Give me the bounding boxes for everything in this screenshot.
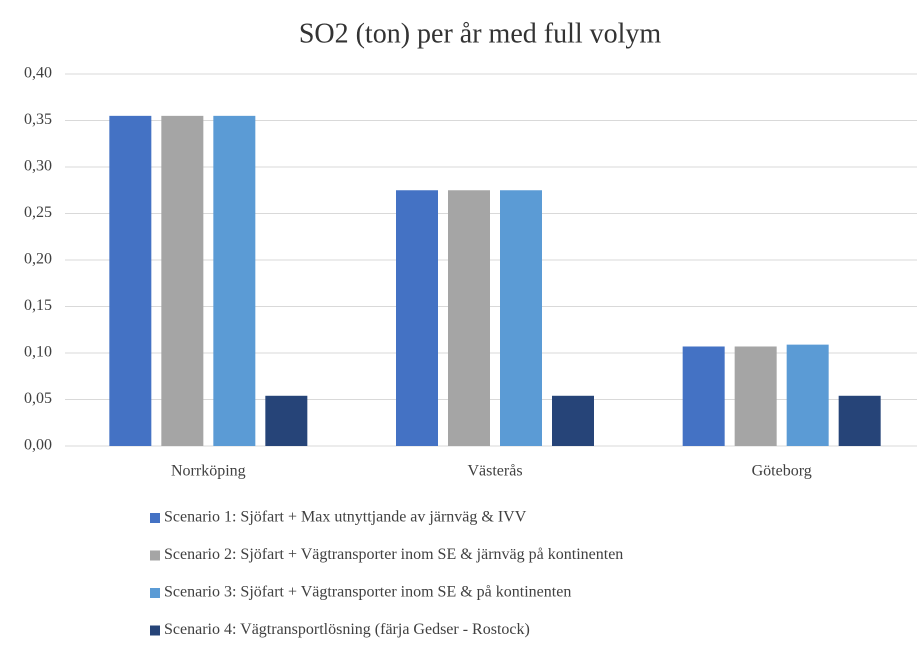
legend-swatch [150,550,160,561]
x-tick-label: Göteborg [752,463,812,480]
y-tick-label: 0,40 [24,65,52,82]
bar [734,346,777,446]
bar [500,190,542,446]
bar [161,115,204,446]
y-tick-label: 0,15 [24,297,52,314]
y-tick-label: 0,35 [24,111,52,128]
legend-swatch [150,625,160,636]
legend-swatch [150,588,160,598]
y-tick-label: 0,00 [24,437,52,454]
bar [786,344,829,446]
bar [396,190,438,446]
legend-label: Scenario 3: Sjöfart + Vägtransporter ino… [164,584,571,601]
bar [109,115,152,446]
chart-title: SO2 (ton) per år med full volym [299,18,662,49]
bar [265,395,308,446]
legend-label: Scenario 4: Vägtransportlösning (färja G… [164,621,530,638]
y-tick-label: 0,20 [24,251,52,268]
y-tick-label: 0,10 [24,344,52,361]
legend-label: Scenario 1: Sjöfart + Max utnyttjande av… [164,509,527,526]
legend-label: Scenario 2: Sjöfart + Vägtransporter ino… [164,546,623,563]
bar [213,115,256,446]
y-tick-label: 0,05 [24,390,52,407]
bar [552,395,594,446]
x-tick-label: Västerås [467,463,522,480]
bar [448,190,490,446]
bar [838,395,881,446]
y-tick-label: 0,25 [24,204,52,221]
bar [682,346,725,446]
x-tick-label: Norrköping [171,463,246,480]
y-tick-label: 0,30 [24,158,52,175]
legend-swatch [150,513,160,523]
